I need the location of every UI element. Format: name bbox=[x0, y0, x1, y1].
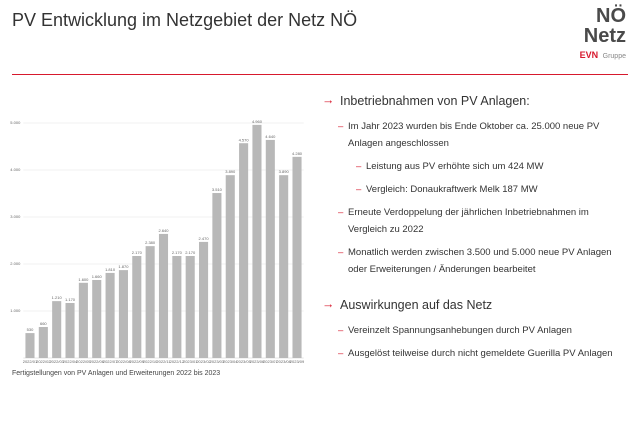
x-tick-label: 2022/04 bbox=[63, 359, 78, 364]
value-label: 1.660 bbox=[92, 274, 103, 279]
chart-caption: Fertigstellungen von PV Anlagen und Erwe… bbox=[12, 370, 221, 377]
bar bbox=[118, 270, 128, 358]
value-label: 3.890 bbox=[279, 169, 290, 174]
x-tick-label: 2022/07 bbox=[103, 359, 118, 364]
bar bbox=[92, 279, 102, 358]
bar bbox=[292, 156, 302, 358]
bar bbox=[185, 256, 195, 358]
value-label: 3.510 bbox=[212, 187, 223, 192]
y-tick-label: 5.000 bbox=[10, 120, 21, 125]
bullet: Erneute Verdoppelung der jährlichen Inbe… bbox=[322, 204, 618, 238]
bar bbox=[38, 326, 48, 358]
value-label: 4.570 bbox=[239, 137, 250, 142]
bar bbox=[158, 233, 169, 358]
value-label: 2.170 bbox=[172, 250, 183, 255]
x-tick-label: 2022/01 bbox=[23, 359, 38, 364]
x-tick-label: 2022/08 bbox=[116, 359, 131, 364]
value-label: 1.600 bbox=[78, 277, 89, 282]
bullet: Monatlich werden zwischen 3.500 und 5.00… bbox=[322, 244, 618, 278]
value-label: 1.170 bbox=[65, 297, 76, 302]
y-tick-label: 4.000 bbox=[10, 167, 21, 172]
value-label: 660 bbox=[40, 321, 47, 326]
bar bbox=[199, 241, 209, 358]
logo: NÖ Netz EVN Gruppe bbox=[580, 6, 626, 62]
bar bbox=[52, 301, 62, 358]
section-heading: Inbetriebnahmen von PV Anlagen: bbox=[322, 93, 622, 108]
y-tick-label: 2.000 bbox=[10, 261, 21, 266]
bar bbox=[78, 282, 88, 358]
x-tick-label: 2022/11 bbox=[156, 359, 171, 364]
value-label: 3.890 bbox=[225, 169, 236, 174]
bullet: Vereinzelt Spannungsanhebungen durch PV … bbox=[322, 322, 618, 339]
value-label: 2.170 bbox=[132, 250, 143, 255]
x-tick-label: 2022/02 bbox=[36, 359, 51, 364]
value-label: 1.810 bbox=[105, 267, 116, 272]
x-tick-label: 2023/09 bbox=[290, 359, 305, 364]
x-tick-label: 2022/06 bbox=[90, 359, 105, 364]
bar bbox=[265, 139, 275, 358]
value-label: 530 bbox=[27, 327, 34, 332]
value-label: 2.380 bbox=[145, 240, 156, 245]
value-label: 4.640 bbox=[265, 134, 276, 139]
chart: 1.000 2.000 3.000 4.000 5.000 2022/01 530 2022/… bbox=[10, 119, 305, 364]
value-label: 1.210 bbox=[52, 295, 63, 300]
x-tick-label: 2023/03 bbox=[210, 359, 225, 364]
sub-bullet: Leistung aus PV erhöhte sich um 424 MW bbox=[322, 158, 622, 175]
bullet: Ausgelöst teilweise durch nicht gemeldet… bbox=[322, 345, 618, 362]
logo-text: Netz bbox=[583, 25, 626, 47]
section: Inbetriebnahmen von PV Anlagen: Im Jahr 2… bbox=[322, 93, 622, 278]
y-tick-label: 3.000 bbox=[10, 214, 21, 219]
divider bbox=[12, 74, 628, 75]
x-tick-label: 2023/02 bbox=[196, 359, 211, 364]
bullet: Im Jahr 2023 wurden bis Ende Oktober ca.… bbox=[322, 118, 618, 152]
x-tick-label: 2023/08 bbox=[276, 359, 291, 364]
value-label: 2.640 bbox=[158, 228, 169, 233]
bar bbox=[65, 303, 75, 358]
bar bbox=[225, 175, 235, 358]
x-tick-label: 2023/07 bbox=[263, 359, 278, 364]
value-label: 2.470 bbox=[199, 236, 210, 241]
sub-bullet: Vergleich: Donaukraftwerk Melk 187 MW bbox=[322, 181, 622, 198]
x-tick-label: 2023/01 bbox=[183, 359, 198, 364]
x-tick-label: 2023/05 bbox=[236, 359, 251, 364]
x-tick-label: 2022/12 bbox=[170, 359, 185, 364]
section-heading: Auswirkungen auf das Netz bbox=[322, 297, 622, 312]
x-tick-label: 2023/04 bbox=[223, 359, 238, 364]
x-tick-label: 2022/09 bbox=[130, 359, 145, 364]
bar bbox=[172, 256, 182, 358]
value-label: 4.280 bbox=[292, 151, 303, 156]
bar bbox=[239, 143, 249, 358]
x-tick-label: 2023/06 bbox=[250, 359, 265, 364]
bar bbox=[252, 124, 262, 358]
bar bbox=[145, 246, 155, 358]
x-tick-label: 2022/10 bbox=[143, 359, 158, 364]
bar bbox=[279, 175, 289, 358]
bar bbox=[212, 193, 222, 358]
logo-group: Gruppe bbox=[602, 53, 626, 60]
bar bbox=[25, 333, 35, 358]
text-panel: Inbetriebnahmen von PV Anlagen: Im Jahr 2… bbox=[322, 93, 622, 382]
value-label: 1.870 bbox=[118, 264, 129, 269]
x-tick-label: 2022/05 bbox=[76, 359, 91, 364]
bar bbox=[132, 256, 142, 358]
y-tick-label: 1.000 bbox=[10, 308, 21, 313]
x-tick-label: 2022/03 bbox=[49, 359, 64, 364]
logo-text: NÖ bbox=[596, 5, 626, 27]
value-label: 2.170 bbox=[185, 250, 196, 255]
section: Auswirkungen auf das Netz Vereinzelt Span… bbox=[322, 297, 622, 362]
value-label: 4.960 bbox=[252, 119, 263, 124]
bar bbox=[105, 272, 115, 358]
slide-title: PV Entwicklung im Netzgebiet der Netz NÖ bbox=[12, 10, 358, 30]
logo-brand: EVN bbox=[579, 50, 599, 60]
